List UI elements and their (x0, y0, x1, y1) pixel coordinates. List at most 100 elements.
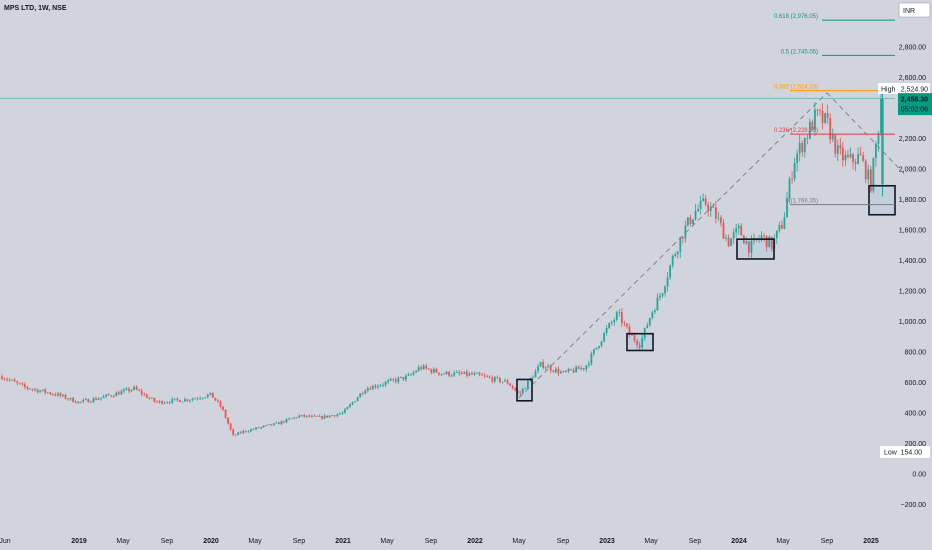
candle-body (537, 366, 539, 372)
low-label: Low (884, 450, 898, 457)
candle-body (562, 371, 565, 372)
candle-body (600, 341, 603, 347)
candle-body (707, 204, 710, 211)
time-tick-label: May (776, 538, 790, 545)
candle-body (633, 335, 636, 341)
candle-body (862, 155, 865, 161)
price-tick-label: 2,200.00 (899, 136, 926, 143)
price-tick-label: 1,200.00 (899, 289, 926, 296)
candle-body (191, 398, 194, 401)
candle-body (765, 235, 768, 248)
candle-body (486, 375, 489, 377)
candle-body (692, 219, 694, 225)
candle-body (186, 399, 189, 401)
candle-body (171, 399, 174, 403)
candle-body (384, 381, 387, 385)
candle-body (125, 388, 128, 390)
candle-body (107, 394, 110, 396)
candle-body (346, 406, 349, 410)
last-price-badge (898, 93, 932, 116)
candle-body (166, 402, 169, 404)
candle-body (392, 379, 395, 380)
price-tick-label: 200.00 (905, 441, 927, 448)
fib-level-label: 0.618 (2,976.05) (774, 14, 818, 20)
candle-body (808, 121, 811, 139)
candle-body (671, 256, 674, 266)
candle-body (720, 217, 722, 223)
last-price-value: 2,458.30 (901, 97, 928, 104)
candle-body (349, 404, 351, 407)
candle-body (852, 154, 854, 162)
candle-body (3, 379, 6, 380)
candle-body (364, 390, 367, 394)
candle-body (36, 389, 39, 393)
candle-body (265, 425, 268, 426)
candle-body (148, 397, 151, 399)
candle-body (51, 394, 54, 395)
candle-body (56, 393, 59, 396)
candle-body (587, 363, 590, 366)
candle-body (438, 372, 440, 375)
candle-body (247, 431, 250, 433)
time-axis[interactable]: Jun 2019 May Sep 2020 May Sep 2021 May Sep 2022 May… (0, 538, 879, 545)
price-tick-label: 1,800.00 (899, 197, 926, 204)
candle-body (44, 389, 47, 393)
fib-level-label: 0.382 (2,514.10) (774, 85, 818, 91)
candle-body (219, 401, 222, 407)
candle-body (338, 413, 341, 415)
candle-body (453, 372, 456, 376)
countdown-timer: 05:02:06 (901, 107, 928, 114)
candle-body (514, 388, 517, 391)
candle-body (323, 415, 326, 419)
drawings-layer: 0.618 (2,976.05) 0.5 (2,745.05) 0.382 (2,5… (0, 14, 905, 402)
candle-body (544, 367, 547, 369)
candle-body (440, 373, 443, 375)
candle-body (135, 386, 138, 390)
candle-body (786, 198, 788, 218)
candle-body (699, 200, 702, 209)
candle-body (79, 401, 82, 403)
candle-body (849, 154, 852, 158)
candle-body (793, 162, 796, 179)
candle-body (168, 402, 171, 404)
candle-body (681, 237, 684, 239)
candle-body (478, 372, 481, 375)
candle-body (11, 379, 14, 381)
candle-body (374, 385, 377, 388)
price-axis[interactable]: −200.00 0.00 200.00 400.00 600.00 800.00 1,000… (878, 2, 932, 509)
candle-body (262, 425, 265, 428)
candle-body (209, 392, 212, 395)
candle-body (722, 222, 725, 239)
candle-body (854, 161, 857, 164)
candle-body (26, 386, 29, 389)
candle-body (39, 390, 42, 393)
candle-body (493, 376, 496, 382)
candle-body (229, 423, 232, 430)
symbol-header: MPS LTD, 1W, NSE (4, 5, 67, 12)
candle-body (130, 389, 133, 392)
candle-body (814, 109, 816, 130)
candle-body (496, 376, 499, 378)
candle-body (34, 389, 36, 391)
price-tick-label: 400.00 (905, 411, 927, 418)
candle-body (712, 207, 715, 208)
candle-body (653, 310, 656, 313)
candle-body (542, 362, 545, 368)
candle-body (847, 154, 849, 158)
candle-body (816, 109, 819, 111)
candle-body (796, 153, 799, 163)
candle-body (415, 371, 417, 373)
candle-body (781, 224, 783, 229)
candle-body (244, 430, 247, 432)
candle-body (791, 178, 793, 180)
candle-body (234, 434, 237, 436)
candle-body (460, 373, 463, 375)
candle-body (204, 397, 207, 399)
candle-body (598, 346, 600, 348)
candle-body (184, 399, 186, 402)
candle-body (524, 388, 527, 389)
candle-body (539, 362, 542, 367)
high-label: High (881, 86, 896, 93)
candle-body (559, 371, 562, 374)
